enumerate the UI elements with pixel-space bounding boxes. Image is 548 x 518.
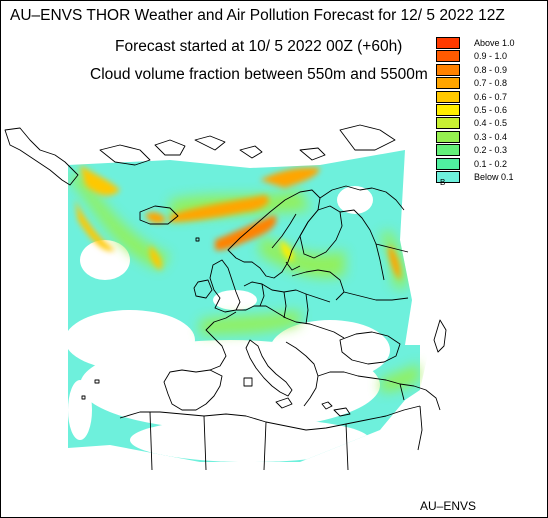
legend-label: Above 1.0 bbox=[474, 38, 515, 48]
legend-item: 0.5 - 0.6 bbox=[436, 104, 536, 117]
legend-swatch bbox=[436, 77, 460, 90]
forecast-start-text: Forecast started at 10/ 5 2022 00Z (+60h… bbox=[115, 38, 403, 55]
legend-item: 0.8 - 0.9 bbox=[436, 63, 536, 77]
cloud-field bbox=[68, 150, 420, 462]
legend-label: 0.6 - 0.7 bbox=[474, 91, 508, 102]
legend-label: Below 0.1 bbox=[474, 172, 514, 182]
legend-swatch: B bbox=[436, 171, 460, 187]
legend-swatch bbox=[436, 117, 460, 130]
legend-swatch bbox=[436, 90, 460, 103]
variable-description: Cloud volume fraction between 550m and 5… bbox=[90, 66, 428, 83]
legend-swatch bbox=[436, 37, 460, 49]
legend-label: 0.8 - 0.9 bbox=[474, 64, 508, 75]
domain-edge-gaps bbox=[60, 240, 425, 360]
legend-swatch-glyph: B bbox=[440, 178, 446, 187]
legend-label: 0.3 - 0.4 bbox=[474, 131, 508, 142]
legend-label: 0.9 - 1.0 bbox=[474, 51, 508, 62]
legend-swatch bbox=[436, 104, 460, 116]
legend-item: 0.6 - 0.7 bbox=[436, 90, 536, 104]
legend-label: 0.2 - 0.3 bbox=[474, 145, 508, 156]
legend-swatch bbox=[436, 63, 460, 76]
legend-label: 0.5 - 0.6 bbox=[474, 105, 508, 115]
legend-swatch bbox=[436, 130, 460, 143]
legend-swatch bbox=[436, 144, 460, 157]
clear-sky-areas bbox=[68, 186, 390, 462]
credit-label: AU–ENVS bbox=[420, 499, 477, 513]
legend-item: 0.9 - 1.0 bbox=[436, 50, 536, 63]
legend-swatch bbox=[436, 50, 460, 63]
legend-item: 0.7 - 0.8 bbox=[436, 77, 536, 90]
coastlines-and-borders bbox=[4, 124, 447, 471]
page-title: AU–ENVS THOR Weather and Air Pollution F… bbox=[10, 7, 505, 24]
legend-swatch bbox=[436, 157, 460, 170]
legend-item: 0.2 - 0.3 bbox=[436, 144, 536, 157]
legend-label: 0.1 - 0.2 bbox=[474, 158, 508, 169]
legend-item: B Below 0.1 bbox=[436, 171, 536, 187]
legend-item: Above 1.0 bbox=[436, 37, 536, 50]
legend-item: 0.3 - 0.4 bbox=[436, 130, 536, 144]
legend-item: 0.4 - 0.5 bbox=[436, 117, 536, 130]
legend-label: 0.7 - 0.8 bbox=[474, 78, 508, 89]
legend-item: 0.1 - 0.2 bbox=[436, 157, 536, 171]
legend-label: 0.4 - 0.5 bbox=[474, 118, 508, 129]
